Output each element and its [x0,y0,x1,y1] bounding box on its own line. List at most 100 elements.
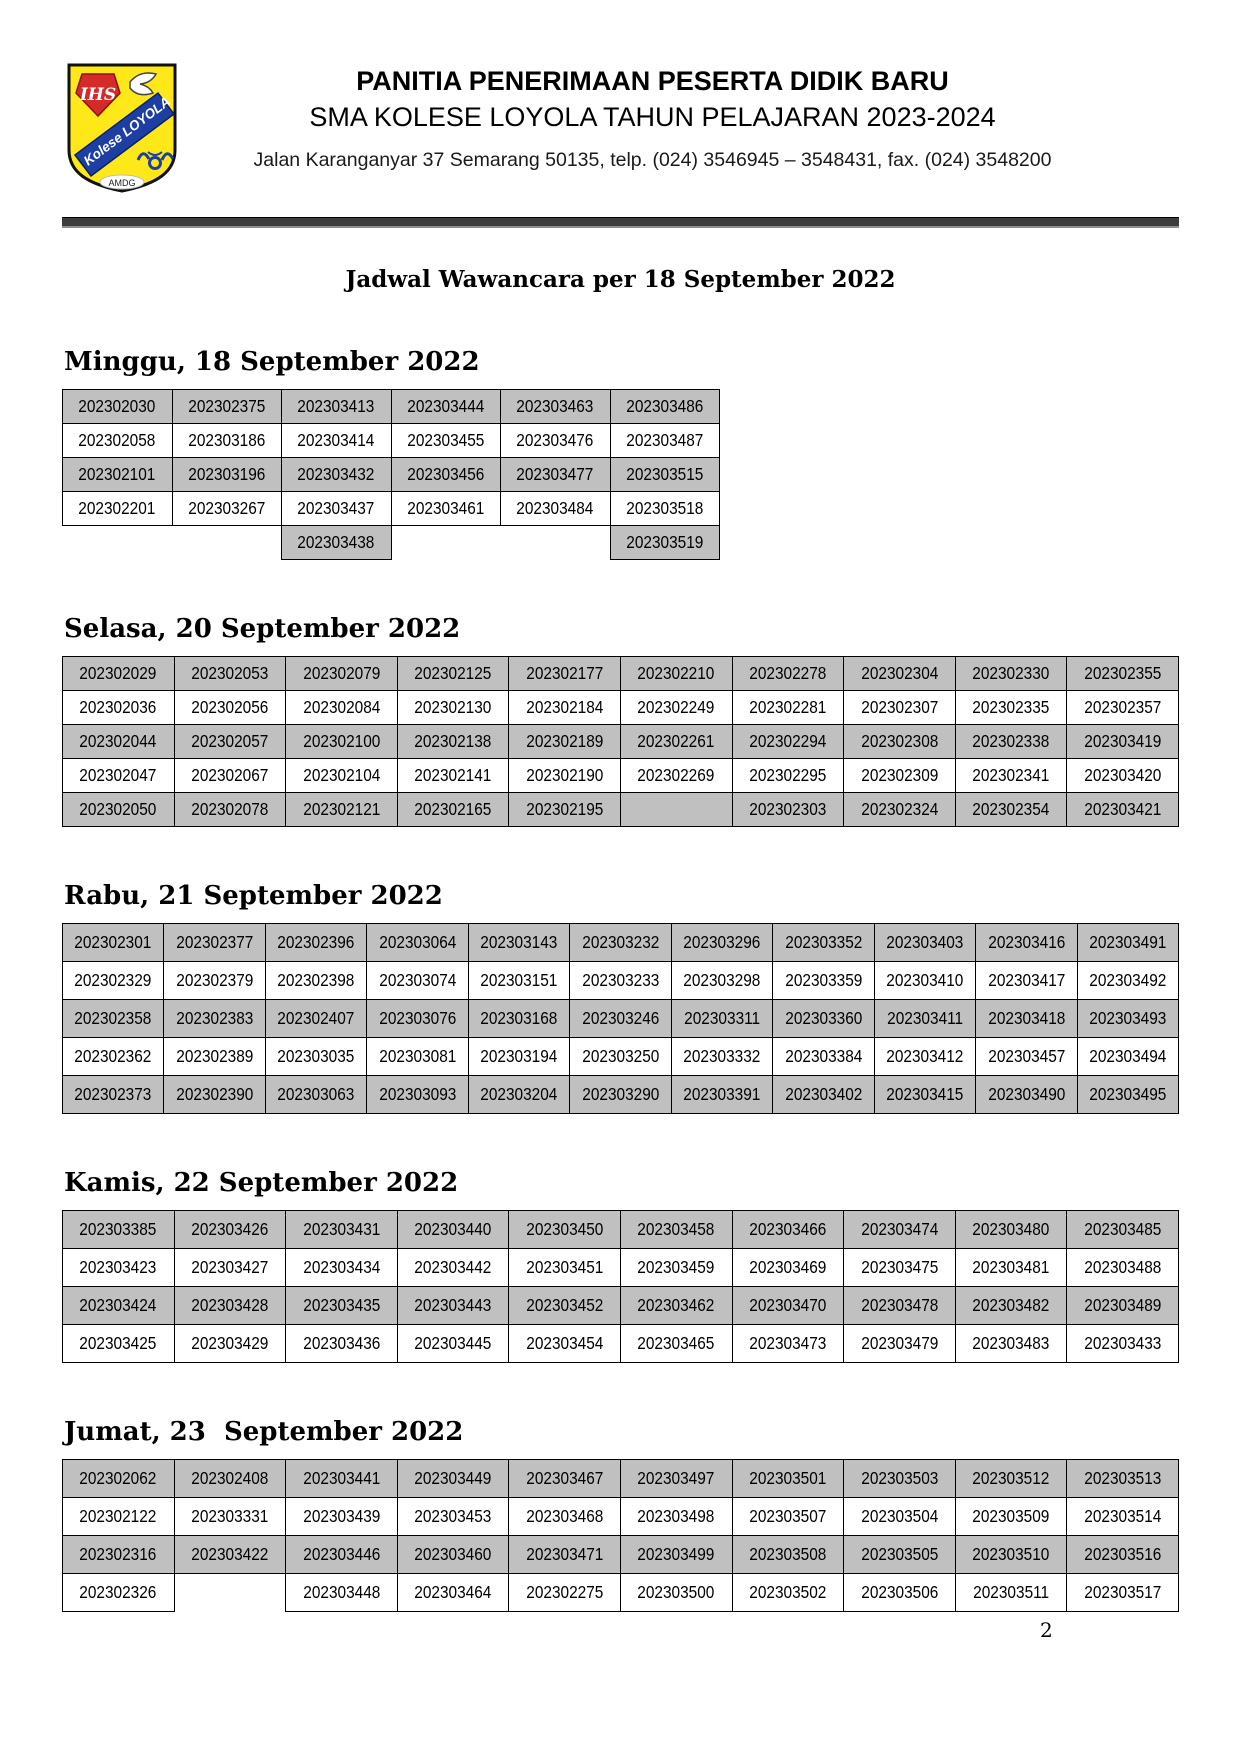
registration-number-cell: 202303296 [670,923,774,962]
registration-number-cell: 202303418 [975,999,1078,1038]
registration-number-cell: 202302056 [173,690,287,725]
registration-number-cell: 202303331 [173,1497,287,1536]
registration-number-cell: 202302329 [61,961,165,1000]
registration-number-cell: 202302084 [285,690,398,725]
registration-number-cell: 202303450 [508,1210,621,1249]
registration-number-cell: 202303451 [508,1248,621,1287]
registration-number-cell: 202302122 [62,1497,175,1536]
registration-number-cell: 202303064 [366,923,469,962]
registration-number-cell: 202302281 [731,690,845,725]
registration-number-cell: 202302408 [173,1459,287,1498]
registration-number-cell: 202303437 [281,491,392,526]
table-row: 202303385 202303426 202303431 202303440 2023… [62,1210,1179,1249]
registration-number-cell: 202303194 [467,1037,571,1076]
registration-number-cell: 202303151 [467,961,571,1000]
registration-number-cell: 202302358 [61,999,165,1038]
registration-number-cell: 202303298 [670,961,774,1000]
wolves-kettle-icon [136,151,175,170]
registration-number-cell: 202303513 [1066,1459,1179,1498]
day-section-jumat: Jumat, 23 September 2022 202302062 202302… [62,1417,1179,1612]
table-row: 202302362 202302389 202303035 202303081 2023… [61,1037,1180,1076]
registration-number-cell: 202303435 [285,1286,398,1325]
registration-number-cell: 202302355 [1066,656,1179,691]
registration-number-cell: 202303250 [569,1037,672,1076]
registration-number-cell: 202303494 [1076,1037,1180,1076]
empty-gap [391,526,501,560]
page-number: 2 [1040,1618,1053,1642]
document-title: Jadwal Wawancara per 18 September 2022 [345,266,896,293]
registration-number-cell: 202303417 [975,961,1078,1000]
registration-number-cell: 202302044 [62,724,175,759]
registration-number-cell: 202303482 [954,1286,1068,1325]
registration-number-cell: 202303488 [1066,1248,1179,1287]
registration-number-cell: 202302036 [62,690,175,725]
registration-number-cell: 202303448 [285,1573,398,1612]
registration-number-cell: 202303412 [873,1037,977,1076]
registration-number-cell: 202302303 [731,792,845,827]
registration-number-cell: 202303440 [396,1210,510,1249]
registration-number-cell: 202303486 [609,389,720,424]
registration-number-cell: 202303503 [843,1459,956,1498]
section-heading: Minggu, 18 September 2022 [64,347,480,377]
registration-number-cell: 202302195 [508,792,621,827]
registration-number-cell: 202303510 [954,1535,1068,1574]
registration-number-cell: 202303511 [954,1573,1068,1612]
registration-number-cell: 202302324 [843,792,956,827]
registration-number-cell: 202302190 [508,758,621,793]
registration-number-cell: 202303360 [772,999,875,1038]
registration-number-cell: 202302398 [264,961,368,1000]
registration-number-cell: 202303473 [731,1324,845,1363]
registration-number-cell: 202303460 [396,1535,510,1574]
registration-number-cell: 202303504 [843,1497,956,1536]
table-row: 202302316 202303422 202303446 202303460 2023… [62,1535,1179,1574]
registration-number-cell: 202303233 [569,961,672,1000]
day-section-rabu: Rabu, 21 September 2022 202302301 2023023… [61,881,1180,1114]
registration-number-cell: 202302138 [396,724,510,759]
registration-number-cell: 202302050 [62,792,175,827]
registration-number-cell: 202303475 [843,1248,956,1287]
document-page: IHS Kolese LOYOLA AMDG PANITIA PENERIMAA… [61,0,1180,1642]
registration-number-cell: 202303442 [396,1248,510,1287]
registration-number-cell: 202303431 [285,1210,398,1249]
registration-number-cell: 202302121 [285,792,398,827]
registration-number-cell: 202303427 [173,1248,287,1287]
registration-number-cell: 202302189 [508,724,621,759]
registration-number-cell: 202302307 [843,690,956,725]
registration-number-cell: 202303490 [975,1075,1078,1114]
registration-number-cell: 202303479 [843,1324,956,1363]
table-row: 202303425 202303429 202303436 202303445 2023… [62,1324,1179,1363]
registration-number-cell: 202302100 [285,724,398,759]
registration-number-cell: 202303425 [62,1324,175,1363]
registration-number-cell: 202303443 [396,1286,510,1325]
registration-number-cell: 202303452 [508,1286,621,1325]
registration-number-cell: 202303485 [1066,1210,1179,1249]
registration-number-cell: 202302309 [843,758,956,793]
registration-number-cell: 202303469 [731,1248,845,1287]
registration-number-cell: 202302308 [843,724,956,759]
registration-number-cell: 202302278 [731,656,845,691]
registration-number-cell: 202302269 [619,758,733,793]
registration-number-cell: 202302383 [163,999,266,1038]
registration-number-cell: 202302053 [173,656,287,691]
empty-gap [174,1574,286,1612]
registration-number-cell: 202303410 [873,961,977,1000]
registration-number-cell: 202303232 [569,923,672,962]
registration-number-cell: 202302362 [61,1037,165,1076]
registration-number-cell: 202303457 [975,1037,1078,1076]
registration-number-cell: 202302354 [954,792,1068,827]
registration-number-cell: 202303391 [670,1075,774,1114]
registration-number-cell: 202303438 [281,525,392,560]
registration-number-cell: 202302390 [163,1075,266,1114]
letterhead: IHS Kolese LOYOLA AMDG PANITIA PENERIMAA… [62,0,1179,201]
registration-number-cell: 202303423 [62,1248,175,1287]
registration-number-cell: 202303422 [173,1535,287,1574]
registration-number-cell: 202303439 [285,1497,398,1536]
registration-number-cell [619,792,733,827]
registration-number-cell: 202303416 [975,923,1078,962]
registration-number-cell: 202303290 [569,1075,672,1114]
registration-number-cell: 202303449 [396,1459,510,1498]
registration-number-cell: 202303063 [264,1075,368,1114]
registration-number-cell: 202303441 [285,1459,398,1498]
registration-number-cell: 202303352 [772,923,875,962]
registration-number-cell: 202302079 [285,656,398,691]
